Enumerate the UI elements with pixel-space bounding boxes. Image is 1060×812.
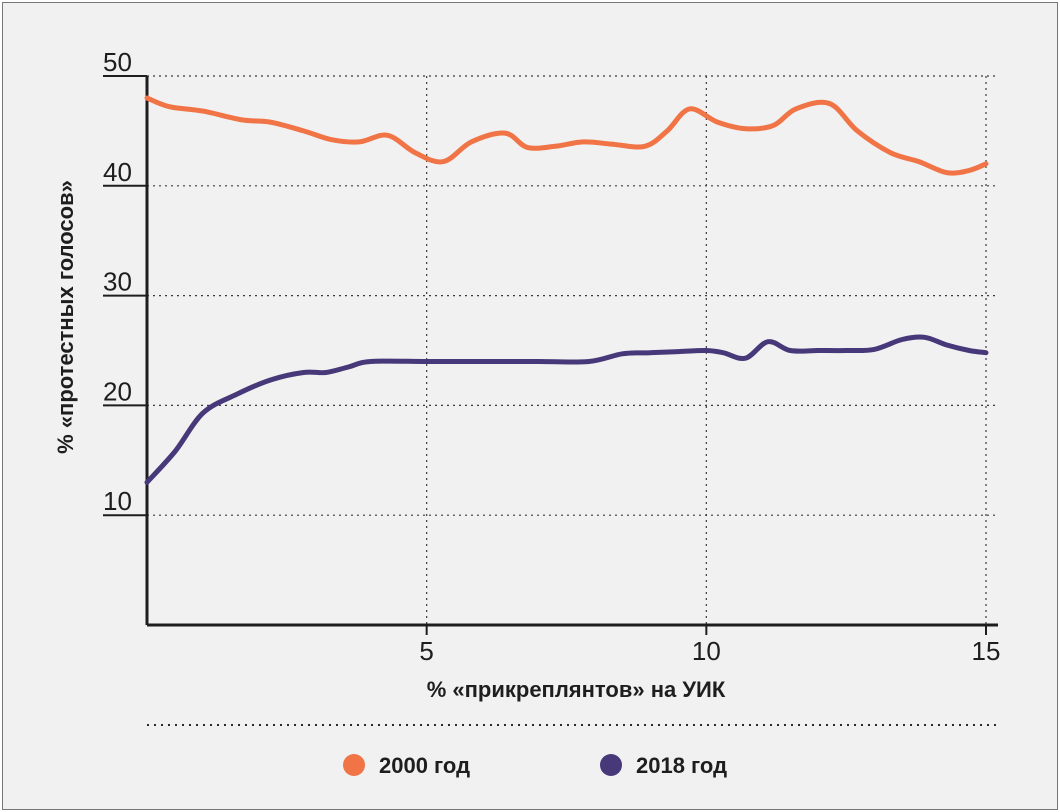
line-chart: 10 20 30 40 50 5 10 15 % «протестных голосов» %…	[53, 47, 1000, 778]
series-lines	[144, 95, 989, 485]
y-tick-label-20: 20	[103, 376, 132, 406]
legend-item-2000: 2000 год	[343, 753, 470, 778]
y-axis-title: % «протестных голосов»	[53, 180, 78, 454]
y-tick-label-30: 30	[103, 267, 132, 297]
y-tick-label-10: 10	[103, 486, 132, 516]
y-tick-label-40: 40	[103, 157, 132, 187]
x-tick-label-10: 10	[692, 636, 721, 666]
y-tick-label-50: 50	[103, 47, 132, 77]
legend-marker-2000	[343, 754, 365, 776]
legend-item-2018: 2018 год	[600, 753, 727, 778]
axes	[103, 75, 998, 635]
legend-marker-2018	[600, 754, 622, 776]
series-line-2018	[144, 334, 989, 485]
gridlines	[147, 75, 998, 625]
x-axis-title: % «прикреплянтов» на УИК	[427, 677, 726, 702]
legend: 2000 год 2018 год	[343, 753, 727, 778]
tick-labels: 10 20 30 40 50 5 10 15	[103, 47, 1000, 666]
series-line-2000	[144, 95, 989, 176]
x-tick-label-5: 5	[419, 636, 433, 666]
legend-label-2000: 2000 год	[379, 753, 470, 778]
legend-label-2018: 2018 год	[636, 753, 727, 778]
x-tick-label-15: 15	[972, 636, 1001, 666]
